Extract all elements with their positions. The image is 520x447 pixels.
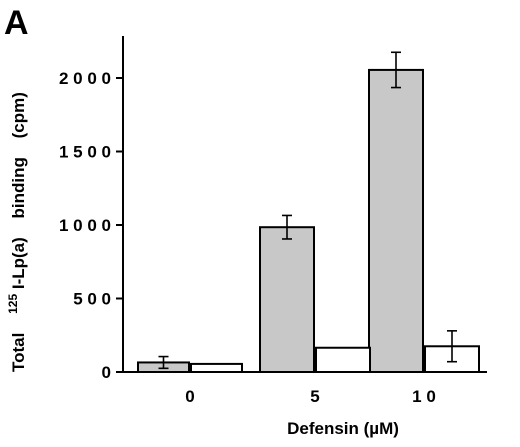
y-axis-title: Total 125 I-Lp(a) binding (cpm)	[6, 92, 28, 372]
bars	[137, 51, 480, 374]
y-tick-label: 0	[102, 363, 111, 382]
bar	[315, 346, 371, 373]
y-axis-title-word-cpm: (cpm)	[9, 92, 28, 138]
panel-label: A	[4, 4, 29, 42]
y-axis-title-word-binding: binding	[9, 157, 28, 218]
x-tick-label: 5	[310, 387, 319, 406]
bar	[190, 362, 243, 374]
svg-text:Total 125 I-Lp: Total 125 I-Lp(a) binding (cpm)	[6, 92, 28, 372]
x-axis-title: Defensin (µM)	[287, 419, 399, 438]
ticks: 0 5 0 0 1 0 0 0 1 5 0 0 2 0 0 0 0 5 1 0	[59, 69, 436, 406]
y-tick-label: 1 5 0 0	[59, 143, 111, 162]
bar	[259, 226, 315, 373]
y-axis-title-word-total: Total	[9, 333, 28, 372]
y-axis-title-superscript: 125	[6, 294, 20, 314]
x-tick-label: 1 0	[412, 387, 436, 406]
x-tick-label: 0	[185, 387, 194, 406]
y-tick-label: 1 0 0 0	[59, 216, 111, 235]
y-tick-label: 2 0 0 0	[59, 69, 111, 88]
bar	[368, 68, 424, 373]
y-axis-title-word-lp: I-Lp(a)	[9, 237, 28, 289]
y-tick-label: 5 0 0	[73, 290, 111, 309]
